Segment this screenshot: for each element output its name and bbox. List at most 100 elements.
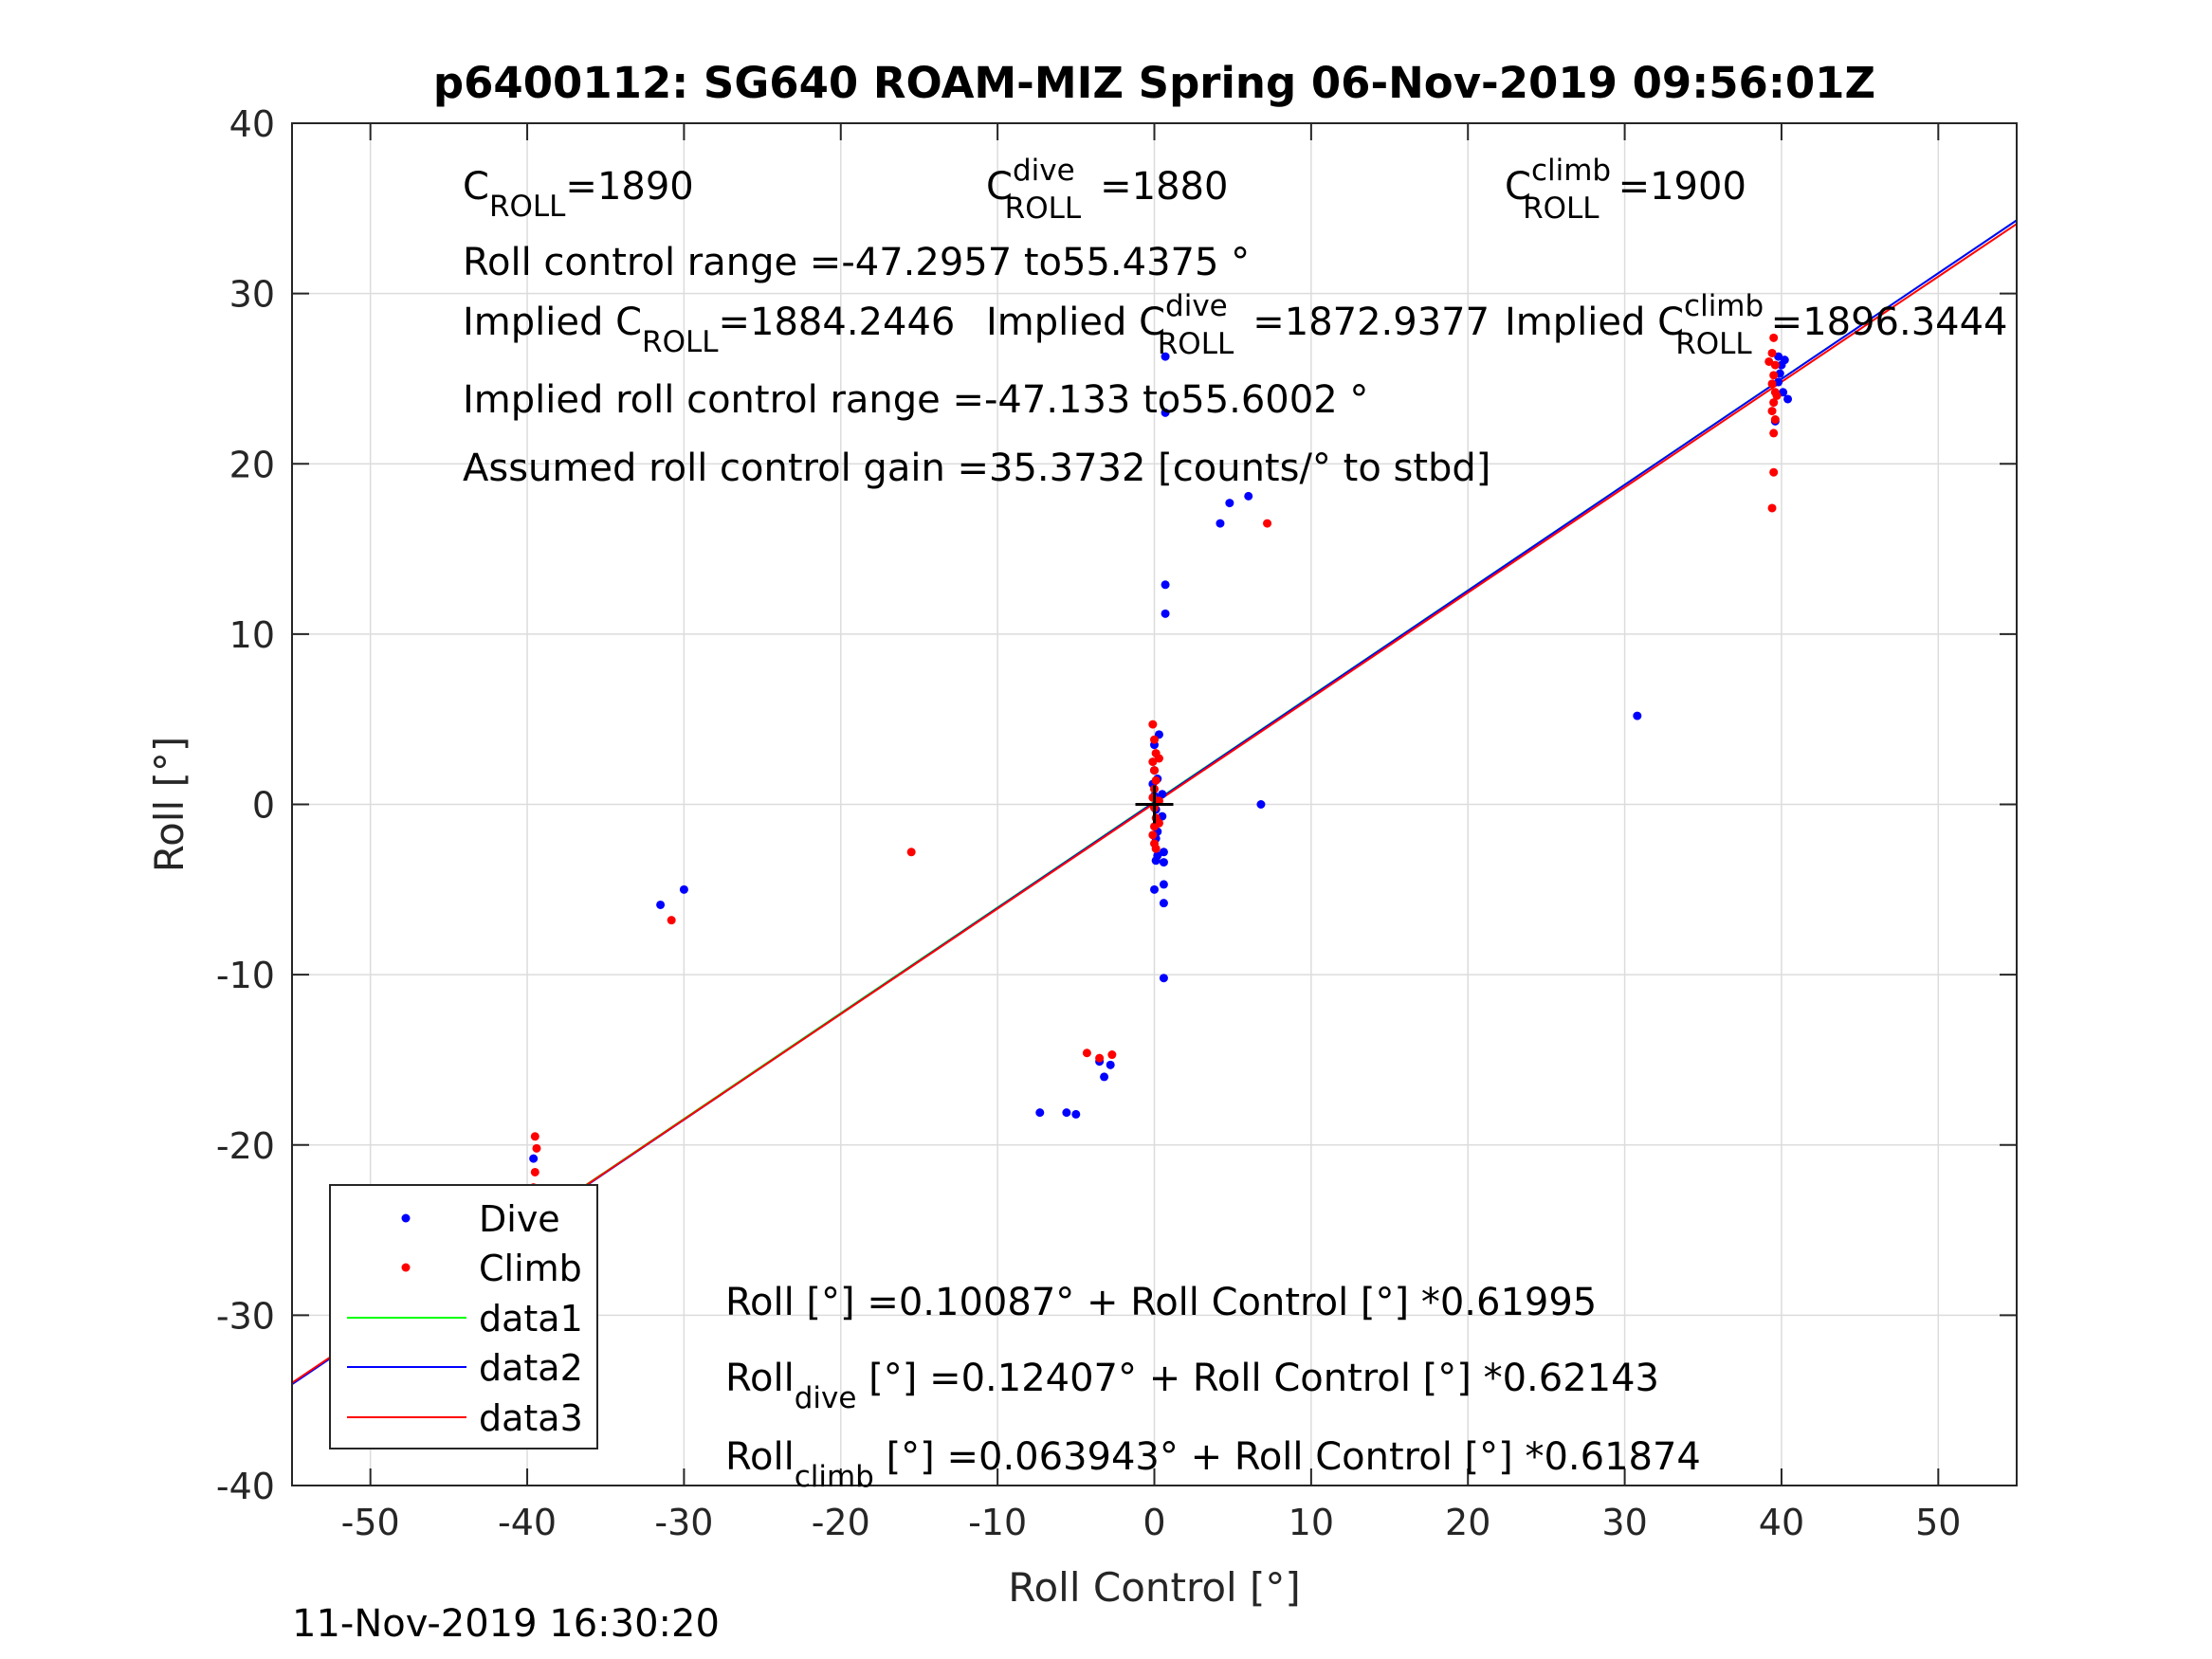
climb-point [1263, 519, 1272, 528]
climb-point [1095, 1053, 1105, 1063]
annotations: CROLL=1890 Cdive ROLL =1880 Cclimb ROLL =1900 R… [463, 154, 2008, 1494]
legend-label: data3 [479, 1397, 583, 1439]
c-roll-annotation: Cdive ROLL =1880 [986, 154, 1228, 226]
y-axis-label: Roll [°] [146, 737, 192, 872]
y-tick-label: 40 [229, 103, 275, 145]
climb-point [530, 1167, 539, 1176]
dive-point [1100, 1072, 1109, 1082]
y-tick-label: -40 [216, 1466, 275, 1507]
dive-point [1161, 408, 1170, 417]
climb-point [1770, 360, 1780, 370]
climb-point [530, 1132, 539, 1141]
climb-point [1150, 735, 1159, 744]
implied-c-roll-annotation: Implied Cclimb ROLL =1896.3444 [1505, 289, 2008, 361]
x-tick-label: 50 [1915, 1502, 1961, 1543]
origin-cross-marker [1135, 785, 1174, 824]
axis-ticks: -50 -40 -30 -20 -10 0 10 20 30 40 50 -40 -30 -20 -10 0 1… [216, 103, 2017, 1543]
dive-point [1159, 848, 1168, 857]
dive-point [1256, 800, 1266, 809]
x-tick-label: 10 [1289, 1502, 1334, 1543]
roll-control-gain: Assumed roll control gain =35.3732 [coun… [463, 447, 1490, 490]
x-tick-label: 0 [1143, 1502, 1165, 1543]
dive-point [1161, 609, 1170, 618]
climb-point [1770, 415, 1780, 425]
climb-point [1154, 754, 1163, 763]
dive-point [1783, 394, 1793, 404]
climb-point [1767, 379, 1777, 389]
legend: Dive Climb data1 data2 data3 [329, 1184, 598, 1449]
climb-point [1082, 1048, 1091, 1058]
roll-control-range: Roll control range =-47.2957 to55.4375 ° [463, 241, 1250, 284]
y-tick-label: 0 [252, 785, 275, 827]
x-tick-label: 30 [1601, 1502, 1647, 1543]
dive-point [1777, 360, 1786, 370]
climb-point [1151, 844, 1161, 853]
dive-point [529, 1154, 539, 1163]
dive-point [656, 900, 666, 909]
climb-point [1769, 428, 1779, 438]
x-tick-label: -30 [654, 1502, 713, 1543]
x-tick-label: -10 [968, 1502, 1027, 1543]
y-tick-label: 10 [229, 614, 275, 656]
dive-point [679, 884, 688, 894]
y-tick-label: -20 [216, 1125, 275, 1167]
dive-point [1161, 352, 1170, 361]
y-tick-label: 30 [229, 274, 275, 316]
climb-point [1767, 348, 1777, 357]
x-tick-label: 40 [1759, 1502, 1804, 1543]
dive-point [1035, 1108, 1045, 1118]
climb-point [1150, 766, 1159, 775]
climb-point [906, 848, 916, 857]
x-tick-label: -50 [341, 1502, 400, 1543]
dive-point [1225, 499, 1234, 508]
dive-point [1150, 884, 1159, 894]
dive-point [1159, 858, 1168, 867]
dive-point [1153, 850, 1162, 860]
implied-c-roll-annotation: Implied Cdive ROLL =1872.9377 [986, 289, 1490, 361]
x-tick-label: 20 [1445, 1502, 1490, 1543]
dive-point [1159, 899, 1168, 908]
dive-point [1216, 519, 1225, 528]
dive-point [1159, 974, 1168, 983]
dive-point [1062, 1108, 1071, 1118]
dive-point [1158, 790, 1167, 799]
climb-point [1148, 720, 1158, 729]
climb-point [1151, 775, 1161, 785]
dive-point [1774, 352, 1783, 361]
climb-point [1767, 503, 1777, 513]
climb-point [1769, 398, 1779, 408]
dive-point [1779, 388, 1788, 397]
dive-point [1159, 880, 1168, 889]
climb-point [1764, 356, 1774, 366]
climb-point [667, 916, 676, 925]
c-roll-annotation: CROLL=1890 [463, 165, 694, 224]
legend-label: Dive [479, 1198, 560, 1240]
y-tick-label: -30 [216, 1295, 275, 1337]
fit-equation-dive: Rolldive [°] =0.12407° + Roll Control [°… [725, 1357, 1659, 1415]
legend-marker-climb [401, 1263, 411, 1272]
chart-title: p6400112: SG640 ROAM-MIZ Spring 06-Nov-2… [433, 58, 1875, 108]
dive-point [1244, 491, 1253, 501]
footer-timestamp: 11-Nov-2019 16:30:20 [292, 1602, 720, 1646]
x-tick-label: -40 [498, 1502, 557, 1543]
x-axis-label: Roll Control [°] [1008, 1564, 1301, 1611]
dive-point [1106, 1060, 1115, 1069]
y-tick-label: 20 [229, 444, 275, 485]
climb-point [1767, 407, 1777, 416]
legend-label: data1 [479, 1298, 583, 1340]
climb-point [532, 1143, 541, 1153]
climb-point [1107, 1050, 1117, 1060]
y-tick-label: -10 [216, 955, 275, 996]
climb-point [1772, 391, 1782, 400]
climb-point [1769, 371, 1779, 380]
climb-point [1154, 818, 1163, 828]
fit-equation-climb: Rollclimb [°] =0.063943° + Roll Control … [725, 1435, 1701, 1494]
legend-marker-dive [401, 1213, 411, 1223]
dive-point [1633, 711, 1642, 720]
implied-roll-range: Implied roll control range =-47.133 to55… [463, 378, 1368, 422]
c-roll-annotation: Cclimb ROLL =1900 [1505, 154, 1746, 226]
climb-point [1148, 830, 1158, 840]
legend-label: Climb [479, 1248, 582, 1289]
climb-point [1769, 467, 1779, 477]
